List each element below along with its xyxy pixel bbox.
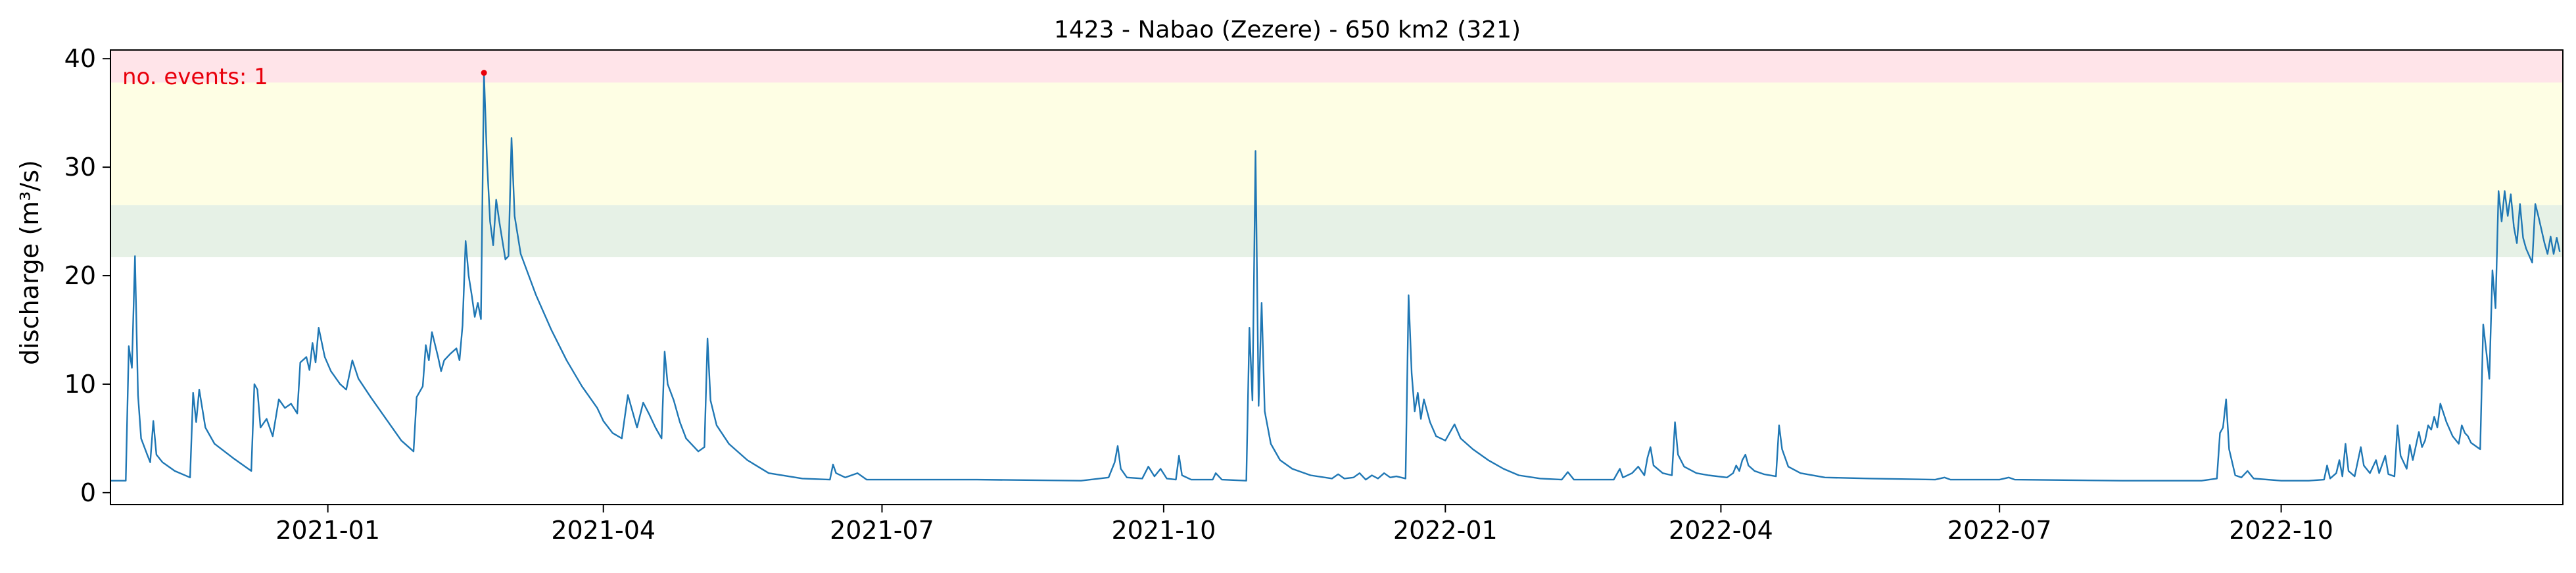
event-markers — [481, 70, 487, 76]
x-tick-label: 2022-01 — [1393, 516, 1498, 545]
chart-title: 1423 - Nabao (Zezere) - 650 km2 (321) — [1054, 16, 1521, 43]
y-tick-label: 0 — [80, 478, 96, 507]
y-axis-label: discharge (m³/s) — [15, 160, 44, 365]
y-tick-label: 10 — [64, 370, 96, 399]
x-tick-label: 2022-07 — [1947, 516, 2052, 545]
y-tick-label: 40 — [64, 44, 96, 73]
x-tick-label: 2021-07 — [830, 516, 934, 545]
threshold-band-3 — [110, 50, 2563, 82]
threshold-bands — [110, 50, 2563, 257]
x-tick-label: 2022-04 — [1669, 516, 1773, 545]
y-tick-label: 30 — [64, 153, 96, 182]
x-tick-label: 2021-10 — [1112, 516, 1216, 545]
threshold-band-1 — [110, 205, 2563, 257]
x-tick-label: 2022-10 — [2229, 516, 2333, 545]
x-tick-label: 2021-04 — [551, 516, 656, 545]
x-tick-label: 2021-01 — [275, 516, 380, 545]
y-tick-label: 20 — [64, 261, 96, 290]
event-marker — [481, 70, 487, 76]
events-annotation: no. events: 1 — [122, 64, 268, 90]
threshold-band-2 — [110, 82, 2563, 205]
